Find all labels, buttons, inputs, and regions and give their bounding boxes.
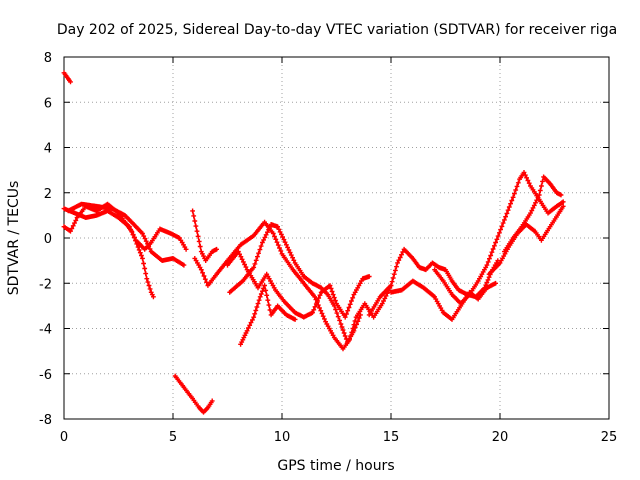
series-arc-c [61, 206, 189, 252]
plus-markers [227, 222, 363, 345]
y-tick-label: -8 [39, 413, 52, 428]
x-tick-label: 5 [169, 430, 177, 445]
series-arc-h [227, 222, 363, 345]
plus-markers [238, 283, 298, 347]
y-tick-label: 8 [44, 51, 52, 66]
x-tick-label: 25 [601, 430, 618, 445]
series-arc-g [192, 219, 394, 352]
y-tick-label: -6 [39, 368, 52, 383]
y-axis-label: SDTVAR / TECUs [6, 181, 22, 296]
plus-markers [190, 208, 219, 263]
x-tick-label: 0 [60, 430, 68, 445]
x-tick-label: 20 [492, 430, 509, 445]
series-arc-i [225, 249, 372, 320]
y-tick-label: 4 [44, 142, 52, 157]
x-tick-label: 15 [383, 430, 400, 445]
series-arc-a [61, 70, 73, 85]
series-arc-o [502, 174, 564, 254]
series-line [194, 221, 392, 350]
series-arc-n [486, 203, 566, 277]
series-arc-e [172, 373, 215, 415]
series-arc-f [190, 208, 219, 263]
y-tick-label: 6 [44, 96, 52, 111]
series-arc-b [61, 201, 156, 300]
plus-markers [66, 201, 187, 268]
plus-markers [388, 278, 498, 322]
plus-markers [61, 201, 156, 300]
series-arc-k [366, 246, 501, 318]
series-arc-d [66, 201, 187, 268]
plus-markers [432, 170, 566, 306]
x-tick-label: 10 [274, 430, 291, 445]
data-series [61, 70, 566, 415]
y-tick-label: -4 [39, 323, 52, 338]
plus-markers [61, 206, 189, 252]
y-tick-label: 2 [44, 187, 52, 202]
plus-markers [192, 219, 394, 352]
series-line [67, 203, 185, 266]
plus-markers [366, 246, 501, 318]
axis-ticks: 0 5 10 15 20 25 -8 -6 -4 -2 0 2 4 6 8 [39, 51, 617, 445]
plus-markers [172, 373, 215, 415]
x-axis-label: GPS time / hours [277, 458, 394, 474]
y-tick-label: -2 [39, 277, 52, 292]
plus-markers [61, 70, 73, 85]
chart-title: Day 202 of 2025, Sidereal Day-to-day VTE… [57, 22, 617, 38]
plus-markers [486, 203, 566, 277]
plus-markers [225, 249, 372, 320]
y-tick-label: 0 [44, 232, 52, 247]
series-arc-l [388, 278, 498, 322]
series-arc-j [238, 283, 298, 347]
series-arc-m [432, 170, 566, 306]
plus-markers [502, 174, 564, 254]
